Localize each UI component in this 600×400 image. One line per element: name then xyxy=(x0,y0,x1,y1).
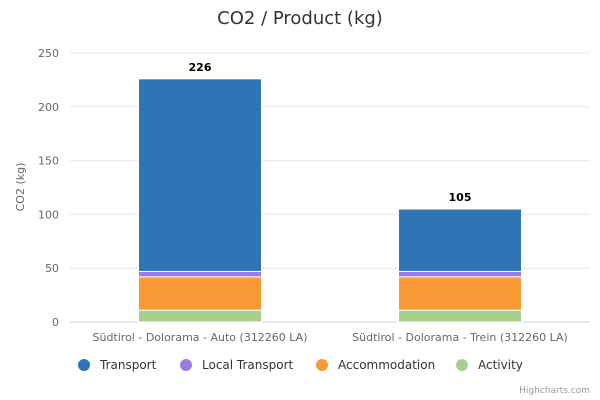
legend-marker-icon xyxy=(180,359,192,371)
chart: CO2 / Product (kg) CO2 (kg) 0 50 100 150 200… xyxy=(14,8,590,344)
bar-segment-accommodation[interactable] xyxy=(138,276,262,311)
bars: 226 105 xyxy=(138,61,522,323)
y-axis-label: CO2 (kg) xyxy=(14,163,27,212)
y-tick-label: 150 xyxy=(38,155,59,168)
y-tick-label: 250 xyxy=(38,47,59,60)
legend-item-transport[interactable]: Transport xyxy=(78,358,156,372)
credits-link[interactable]: Highcharts.com xyxy=(519,386,590,396)
bar-segment-local-transport[interactable] xyxy=(398,270,522,278)
legend-item-local-transport[interactable]: Local Transport xyxy=(180,358,293,372)
bar-segment-local-transport[interactable] xyxy=(138,270,262,278)
legend-label: Accommodation xyxy=(338,358,436,372)
bar-segment-activity[interactable] xyxy=(398,309,522,323)
bar-segment-transport[interactable] xyxy=(138,78,262,272)
y-tick-label: 50 xyxy=(45,262,59,275)
y-tick-label: 0 xyxy=(52,316,59,329)
x-tick-label: Südtirol - Dolorama - Auto (312260 LA) xyxy=(92,331,307,344)
y-tick-label: 100 xyxy=(38,208,59,221)
chart-title: CO2 / Product (kg) xyxy=(217,8,383,29)
y-axis-ticks: 0 50 100 150 200 250 xyxy=(38,47,59,329)
bar-segment-accommodation[interactable] xyxy=(398,276,522,311)
bar-segment-activity[interactable] xyxy=(138,309,262,323)
legend: Transport Local Transport Accommodation Act… xyxy=(0,358,600,382)
legend-item-accommodation[interactable]: Accommodation xyxy=(316,358,435,372)
x-axis-labels: Südtirol - Dolorama - Auto (312260 LA) Sü… xyxy=(92,331,567,344)
legend-marker-icon xyxy=(78,359,90,371)
legend-item-activity[interactable]: Activity xyxy=(456,358,523,372)
legend-label: Local Transport xyxy=(202,358,294,372)
legend-label: Activity xyxy=(478,358,523,372)
legend-marker-icon xyxy=(316,359,328,371)
y-tick-label: 200 xyxy=(38,101,59,114)
legend-label: Transport xyxy=(100,358,157,372)
bar-segment-transport[interactable] xyxy=(398,208,522,272)
legend-marker-icon xyxy=(456,359,468,371)
stack-total-label: 226 xyxy=(189,61,212,74)
stack-total-label: 105 xyxy=(449,191,472,204)
x-tick-label: Südtirol - Dolorama - Trein (312260 LA) xyxy=(352,331,568,344)
